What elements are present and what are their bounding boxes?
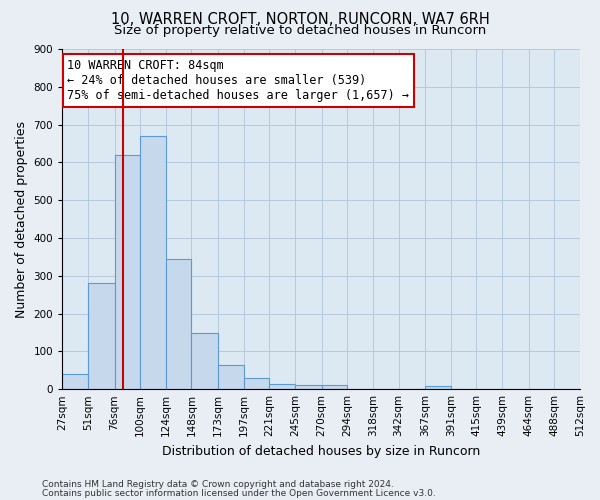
Bar	[115, 155, 140, 389]
Text: Size of property relative to detached houses in Runcorn: Size of property relative to detached ho…	[114, 24, 486, 37]
Bar	[295, 384, 322, 389]
Bar	[140, 136, 166, 389]
Text: Contains public sector information licensed under the Open Government Licence v3: Contains public sector information licen…	[42, 488, 436, 498]
Bar	[244, 378, 269, 389]
Bar	[425, 386, 451, 389]
Y-axis label: Number of detached properties: Number of detached properties	[15, 120, 28, 318]
Bar	[269, 384, 295, 389]
Bar	[166, 259, 191, 389]
Text: 10 WARREN CROFT: 84sqm
← 24% of detached houses are smaller (539)
75% of semi-de: 10 WARREN CROFT: 84sqm ← 24% of detached…	[67, 59, 409, 102]
X-axis label: Distribution of detached houses by size in Runcorn: Distribution of detached houses by size …	[162, 444, 480, 458]
Bar	[62, 374, 88, 389]
Text: Contains HM Land Registry data © Crown copyright and database right 2024.: Contains HM Land Registry data © Crown c…	[42, 480, 394, 489]
Bar	[218, 364, 244, 389]
Text: 10, WARREN CROFT, NORTON, RUNCORN, WA7 6RH: 10, WARREN CROFT, NORTON, RUNCORN, WA7 6…	[110, 12, 490, 28]
Bar	[88, 284, 115, 389]
Bar	[322, 386, 347, 389]
Bar	[191, 333, 218, 389]
